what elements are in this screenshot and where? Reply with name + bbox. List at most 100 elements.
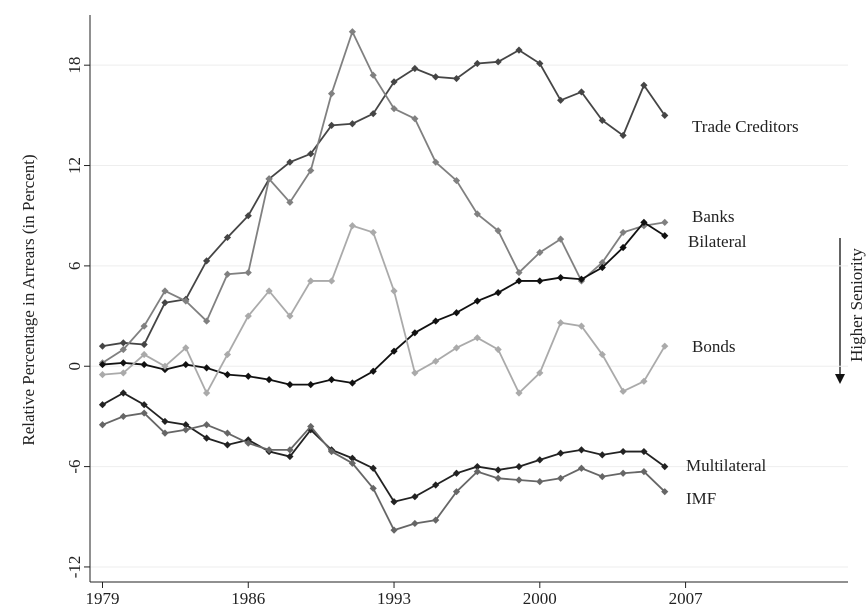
x-tick-label: 1979	[85, 589, 119, 608]
data-point	[557, 319, 565, 327]
data-point	[619, 447, 627, 456]
series-label: Trade Creditors	[692, 117, 799, 136]
y-tick-label: -12	[65, 556, 84, 579]
data-point	[473, 462, 481, 471]
data-point	[661, 342, 669, 350]
data-point	[557, 449, 565, 457]
data-point	[307, 381, 315, 389]
data-point	[432, 357, 440, 365]
data-point	[411, 493, 419, 501]
data-point	[286, 198, 294, 206]
data-point	[619, 228, 627, 237]
data-point	[161, 362, 169, 370]
data-point	[494, 474, 502, 482]
data-point	[619, 387, 627, 395]
data-point	[286, 158, 294, 166]
data-point	[98, 342, 107, 350]
data-point	[598, 258, 606, 267]
data-point	[577, 322, 586, 330]
data-point	[140, 340, 148, 349]
data-point	[494, 466, 502, 474]
data-point	[203, 317, 211, 325]
series-label: IMF	[686, 489, 716, 508]
data-point	[265, 287, 273, 295]
data-point	[411, 369, 419, 377]
data-point	[557, 474, 565, 482]
data-point	[369, 110, 377, 118]
data-point	[140, 409, 148, 417]
data-point	[577, 275, 586, 283]
data-point	[452, 176, 461, 185]
data-point	[182, 360, 190, 369]
data-point	[432, 516, 440, 524]
seniority-annotation: Higher Seniority	[847, 248, 866, 362]
series-line	[102, 391, 666, 503]
y-tick-label: -6	[65, 460, 84, 474]
data-point	[598, 116, 606, 124]
data-point	[598, 350, 606, 359]
data-point	[182, 426, 190, 434]
data-point	[432, 73, 440, 81]
data-point	[473, 468, 481, 476]
data-point	[140, 401, 148, 409]
data-point	[182, 297, 190, 305]
data-point	[348, 222, 356, 230]
data-point	[244, 439, 252, 447]
data-point	[473, 334, 481, 342]
data-point	[369, 464, 377, 472]
data-point	[640, 81, 648, 89]
series-label: Bonds	[692, 337, 735, 356]
data-point	[640, 218, 648, 226]
series-line	[102, 224, 666, 396]
data-point	[286, 381, 294, 389]
data-point	[536, 478, 544, 486]
data-point	[515, 476, 523, 484]
data-point	[223, 371, 232, 379]
data-point	[494, 58, 502, 66]
data-point	[244, 312, 252, 320]
data-point	[119, 412, 127, 421]
data-point	[369, 228, 377, 237]
data-point	[182, 344, 190, 352]
series-line	[102, 49, 666, 348]
data-point	[390, 347, 398, 355]
data-point	[182, 421, 190, 429]
data-point	[473, 59, 481, 68]
data-point	[327, 447, 336, 456]
series-label: Bilateral	[688, 232, 747, 251]
data-point	[536, 369, 544, 377]
x-tick-label: 2000	[523, 589, 557, 608]
data-point	[348, 454, 356, 462]
series-line	[102, 29, 665, 364]
data-point	[203, 364, 211, 372]
data-point	[265, 175, 273, 183]
data-point	[494, 345, 502, 354]
data-point	[411, 519, 419, 528]
data-point	[119, 359, 127, 367]
data-point	[515, 46, 523, 54]
data-point	[307, 150, 315, 158]
data-point	[348, 120, 356, 128]
data-point	[119, 345, 127, 354]
data-point	[307, 422, 315, 431]
data-point	[536, 248, 544, 257]
data-point	[140, 322, 148, 330]
data-point	[390, 498, 398, 506]
data-point	[619, 469, 627, 477]
data-point	[411, 329, 419, 337]
data-point	[140, 360, 148, 369]
seniority-arrowhead	[835, 374, 845, 384]
data-point	[432, 158, 440, 166]
data-point	[203, 434, 211, 442]
data-point	[140, 350, 148, 359]
data-point	[390, 287, 398, 295]
data-point	[452, 74, 461, 83]
data-point	[244, 268, 252, 277]
data-point	[598, 473, 606, 481]
y-tick-label: 18	[65, 57, 84, 74]
data-point	[98, 421, 107, 429]
data-point	[619, 131, 627, 140]
data-point	[369, 484, 377, 492]
data-point	[577, 446, 586, 454]
